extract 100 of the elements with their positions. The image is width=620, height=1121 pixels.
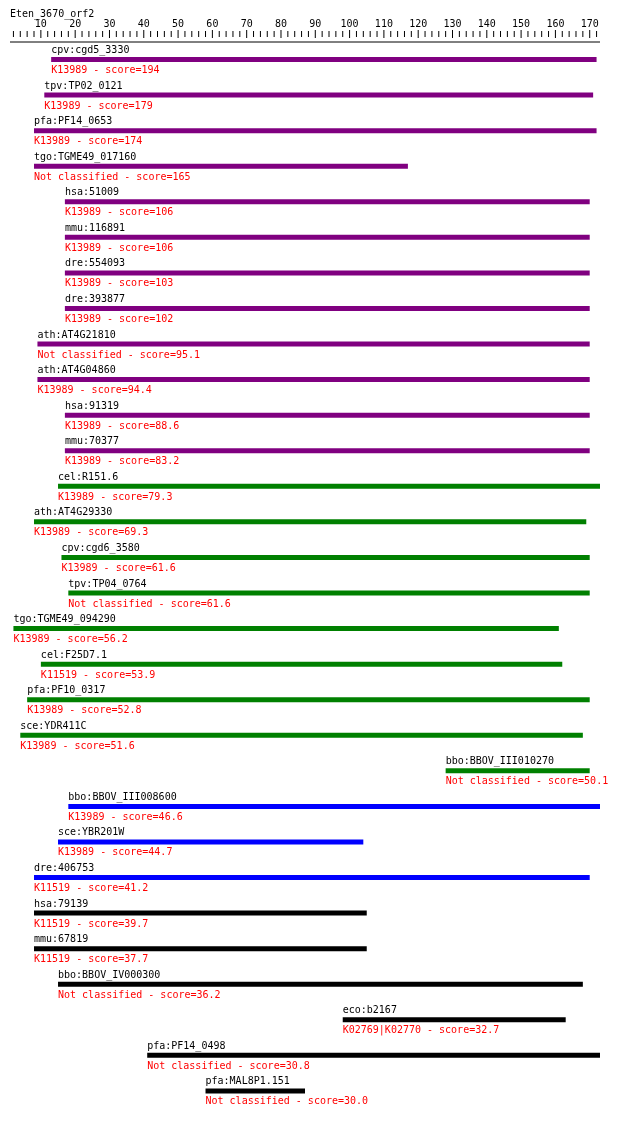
y-tick-label: ath:AT4G21810: [37, 328, 116, 340]
y-tick-label: ath:AT4G29330: [34, 506, 113, 518]
annotation: K11519 - score=39.7: [34, 917, 149, 929]
bar: [34, 163, 408, 169]
y-tick-label: tpv:TP04_0764: [68, 577, 147, 590]
annotation: K13989 - score=106: [64, 241, 174, 253]
bar: [58, 981, 583, 987]
bar: [34, 128, 597, 134]
bar: [37, 377, 590, 383]
y-tick-label: hsa:91319: [64, 399, 120, 411]
bar: [51, 57, 597, 62]
y-tick-label: pfa:PF14_0498: [147, 1039, 226, 1052]
annotation: K13989 - score=174: [34, 135, 143, 147]
x-tick-label: 120: [409, 18, 428, 29]
annotation: K13989 - score=69.3: [34, 526, 149, 538]
y-tick-label: mmu:116891: [64, 221, 126, 233]
bar: [445, 768, 590, 774]
y-tick-label: pfa:PF10_0317: [27, 684, 106, 697]
annotation: Not classified - score=36.2: [58, 988, 221, 1000]
x-tick-label: 80: [274, 18, 288, 29]
bar: [34, 910, 367, 916]
y-tick-label: tgo:TGME49_094290: [13, 613, 116, 626]
bar: [64, 412, 590, 418]
bar: [64, 270, 590, 276]
x-tick-label: 10: [34, 18, 47, 29]
y-tick-label: eco:b2167: [342, 1004, 397, 1016]
bar: [64, 234, 590, 240]
y-tick-label: mmu:70377: [64, 435, 120, 447]
annotation: K13989 - score=102: [64, 312, 174, 324]
annotation: K13989 - score=51.6: [20, 739, 135, 751]
y-tick-label: sce:YBR201W: [58, 826, 126, 838]
bar: [34, 875, 590, 881]
annotation: Not classified - score=165: [34, 170, 191, 182]
x-tick-label: 30: [103, 18, 116, 29]
annotation: K13989 - score=94.4: [37, 384, 152, 396]
annotation: K11519 - score=53.9: [40, 668, 156, 680]
bar: [61, 554, 590, 560]
y-tick-label: bbo:BBOV_III008600: [68, 790, 177, 803]
annotation: Not classified - score=95.1: [37, 348, 200, 360]
annotation: K13989 - score=88.6: [64, 419, 180, 431]
y-tick-label: cel:F25D7.1: [40, 648, 108, 660]
annotation: Not classified - score=30.8: [147, 1059, 310, 1071]
bar: [147, 1052, 600, 1058]
x-tick-label: 60: [206, 18, 219, 29]
annotation: K11519 - score=37.7: [34, 953, 149, 965]
annotation: K13989 - score=194: [51, 64, 160, 75]
x-tick-label: 170: [580, 18, 599, 29]
y-tick-label: pfa:MAL8P1.151: [205, 1075, 290, 1087]
annotation: Not classified - score=50.1: [445, 775, 609, 787]
bar: [34, 519, 587, 525]
y-tick-label: cpv:cgd6_3580: [61, 541, 140, 554]
annotation: K13989 - score=56.2: [13, 633, 128, 645]
x-tick-label: 70: [240, 18, 253, 29]
y-tick-label: tpv:TP02_0121: [44, 79, 123, 92]
x-tick-label: 90: [309, 18, 322, 29]
y-tick-label: dre:393877: [64, 292, 126, 304]
bar: [205, 1088, 305, 1094]
y-tick-label: bbo:BBOV_IV000300: [58, 968, 161, 981]
bar: [64, 448, 590, 454]
annotation: K02769|K02770 - score=32.7: [342, 1024, 500, 1037]
bar: [44, 92, 594, 98]
y-tick-label: dre:554093: [64, 257, 126, 269]
bar: [68, 803, 600, 809]
annotation: K13989 - score=179: [44, 99, 153, 111]
annotation: K13989 - score=79.3: [58, 490, 173, 502]
x-tick-label: 20: [69, 18, 82, 29]
y-tick-label: cel:R151.6: [58, 470, 119, 482]
y-tick-label: pfa:PF14_0653: [34, 115, 113, 128]
y-tick-label: sce:YDR411C: [20, 719, 87, 731]
x-tick-label: 110: [374, 18, 393, 29]
y-tick-label: bbo:BBOV_III010270: [445, 755, 555, 768]
y-tick-label: tgo:TGME49_017160: [34, 150, 137, 163]
x-tick-label: 100: [340, 18, 359, 29]
bar: [37, 341, 590, 347]
x-tick-label: 130: [443, 18, 462, 29]
bar: [40, 661, 563, 667]
x-tick-label: 150: [512, 18, 531, 29]
chart-title: Eten_3670_orf2: [10, 8, 95, 19]
bar: [34, 946, 367, 952]
annotation: Not classified - score=61.6: [68, 597, 231, 609]
annotation: K13989 - score=44.7: [58, 846, 173, 858]
annotation: K13989 - score=46.6: [68, 810, 183, 822]
bar: [13, 626, 559, 632]
y-tick-label: hsa:51009: [64, 186, 120, 198]
y-tick-label: cpv:cgd5_3330: [51, 44, 130, 56]
bar: [27, 697, 590, 703]
y-tick-label: ath:AT4G04860: [37, 364, 116, 376]
annotation: K13989 - score=103: [64, 277, 174, 289]
annotation: K13989 - score=61.6: [61, 561, 176, 573]
x-tick-label: 140: [477, 18, 496, 29]
annotation: K13989 - score=83.2: [64, 455, 180, 467]
x-tick-label: 160: [546, 18, 565, 29]
bar: [20, 732, 583, 738]
bar: [58, 483, 600, 489]
bar: [64, 305, 590, 311]
bar: [58, 839, 364, 845]
y-tick-label: hsa:79139: [34, 897, 89, 909]
annotation: Not classified - score=30.0: [205, 1095, 369, 1107]
annotation: K13989 - score=106: [64, 206, 174, 218]
bar: [64, 199, 590, 205]
